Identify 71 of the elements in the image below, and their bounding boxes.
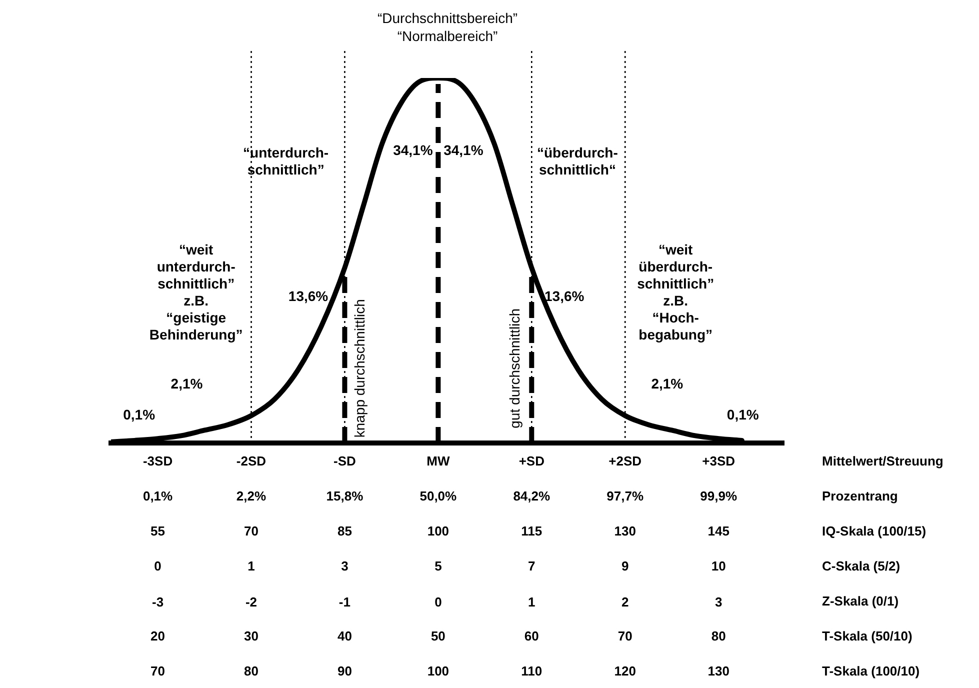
text: 20 xyxy=(150,628,166,644)
text: 70 xyxy=(244,524,258,539)
x-tick-label: 0 xyxy=(434,594,442,610)
text: 0 xyxy=(154,558,162,574)
annotation: 0,1% xyxy=(726,406,760,422)
text: 2,2% xyxy=(236,488,266,504)
text: 120 xyxy=(614,664,636,679)
text: 130 xyxy=(708,664,730,679)
text: 115 xyxy=(521,524,542,539)
text: 85 xyxy=(337,524,352,539)
text: -3SD xyxy=(142,454,173,469)
x-tick-label: -2 xyxy=(245,594,258,610)
x-tick-label: -3 xyxy=(152,594,164,610)
x-tick-label: -1 xyxy=(338,594,350,610)
text: 70 xyxy=(618,628,632,644)
text: 145 xyxy=(708,524,730,539)
text: T-Skala (100/10) xyxy=(822,664,920,679)
annotation: 34,1% xyxy=(444,142,484,158)
text: 50 xyxy=(430,628,446,644)
text: 50,0% xyxy=(420,488,458,504)
x-tick-label: 3 xyxy=(714,594,722,610)
text: Prozentrang xyxy=(822,488,898,504)
x-axis-title: Z-Skala (0/1) xyxy=(822,594,899,609)
annotation: 2,1% xyxy=(170,375,204,392)
text: 55 xyxy=(150,524,166,539)
annotation: 2,1% xyxy=(651,375,684,392)
text: 99,9% xyxy=(700,488,738,504)
text: 84,2% xyxy=(513,488,551,504)
text: 80 xyxy=(244,664,258,679)
text: MW xyxy=(426,454,450,469)
ref-line-label: knapp durchschnittlich xyxy=(352,299,368,438)
text: 90 xyxy=(337,664,352,679)
text: C-Skala (5/2) xyxy=(822,558,900,574)
text: 70 xyxy=(150,664,166,679)
text: 7 xyxy=(528,558,536,574)
x-tick-label: 1 xyxy=(528,594,536,610)
text: 30 xyxy=(244,628,258,644)
text: T-Skala (50/10) xyxy=(822,628,912,644)
annotation: 34,1% xyxy=(393,142,434,158)
text: 1 xyxy=(248,558,255,574)
text: 97,7% xyxy=(606,488,644,504)
annotation: 13,6% xyxy=(544,288,585,304)
annotation: 13,6% xyxy=(288,288,329,304)
text: “Durchschnittsbereich” “Normalbereich” xyxy=(377,10,518,44)
text: 0,1% xyxy=(142,488,174,504)
text: 3 xyxy=(341,558,348,574)
text: +3SD xyxy=(702,454,736,469)
text: 10 xyxy=(711,558,726,574)
text: Mittelwert/Streuung xyxy=(822,454,944,469)
annotation: “überdurch- schnittlich“ xyxy=(536,144,618,178)
text: 60 xyxy=(524,628,539,644)
annotation: “weit überdurch- schnittlich” z.B. “Hoch- begabung” xyxy=(637,242,714,343)
text: 15,8% xyxy=(326,488,364,504)
x-tick-label: 2 xyxy=(621,594,629,610)
text: 100 xyxy=(427,664,450,679)
annotation: 0,1% xyxy=(123,406,156,422)
text: 100 xyxy=(427,524,450,539)
text: +2SD xyxy=(608,454,642,469)
text: 40 xyxy=(337,628,352,644)
text: 130 xyxy=(614,524,636,539)
text: 9 xyxy=(621,558,629,574)
text: 110 xyxy=(521,664,542,679)
text: 80 xyxy=(711,628,726,644)
text: -2SD xyxy=(236,454,266,469)
text: -SD xyxy=(334,454,356,469)
annotation: “weit unterdurch- schnittlich” z.B. “geistige Behinderung” xyxy=(149,242,243,343)
annotation: “unterdurch- schnittlich” xyxy=(243,144,329,178)
text: +SD xyxy=(518,454,544,469)
text: 5 xyxy=(434,558,442,574)
text: IQ-Skala (100/15) xyxy=(822,524,926,539)
ref-line-label: gut durchschnittlich xyxy=(506,308,522,428)
